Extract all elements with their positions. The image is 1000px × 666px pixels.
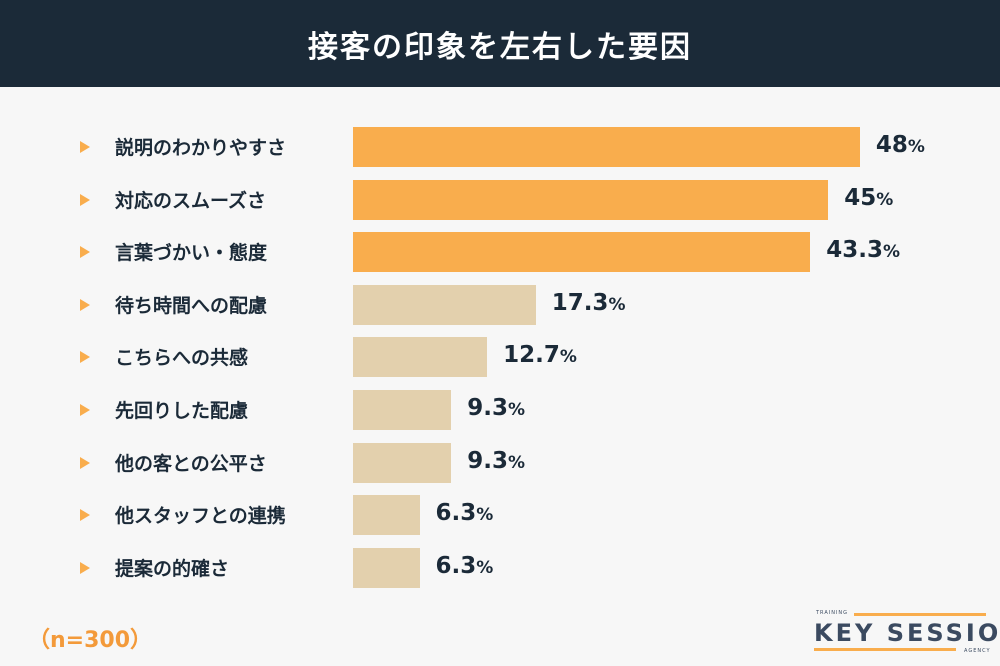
- logo-line-top: [854, 613, 986, 616]
- value-label: 9.3%: [467, 395, 525, 421]
- bar-row: 他の客との公平さ 9.3%: [0, 442, 1000, 483]
- value-label: 6.3%: [436, 500, 494, 526]
- value-unit: %: [559, 347, 577, 368]
- bar: [353, 232, 811, 273]
- bar-row: 先回りした配慮 9.3%: [0, 390, 1000, 430]
- value-number: 45: [844, 184, 877, 211]
- bar: [353, 179, 829, 220]
- value-unit: %: [907, 137, 925, 157]
- triangle-bullet-icon: [80, 193, 90, 206]
- bar: [353, 127, 860, 167]
- logo-training: TRAINING: [816, 610, 849, 616]
- bar-row: 対応のスムーズさ 45%: [0, 179, 1000, 220]
- bar: [353, 442, 452, 483]
- key-session-logo: TRAINING KEY SESSION AGENCY: [814, 610, 1000, 655]
- value-unit: %: [476, 505, 494, 526]
- value-unit: %: [476, 557, 494, 578]
- value-label: 48%: [876, 132, 925, 158]
- bar-row: 提案の的確さ 6.3%: [0, 547, 1000, 588]
- value-number: 9.3: [467, 447, 508, 474]
- bar-row: 言葉づかい・態度 43.3%: [0, 232, 1000, 273]
- bar-row: 他スタッフとの連携 6.3%: [0, 495, 1000, 536]
- value-label: 45%: [844, 185, 893, 211]
- category-label: 提案の的確さ: [115, 557, 230, 580]
- value-label: 17.3%: [552, 290, 626, 316]
- category-label: 他スタッフとの連携: [115, 505, 286, 528]
- logo-text: KEY SESSION: [814, 619, 1000, 647]
- triangle-bullet-icon: [80, 298, 90, 311]
- triangle-bullet-icon: [80, 509, 90, 522]
- bar: [353, 337, 488, 378]
- value-unit: %: [882, 242, 901, 263]
- bar: [353, 547, 420, 588]
- category-label: 先回りした配慮: [115, 400, 249, 422]
- logo-line-bottom: [814, 648, 956, 651]
- value-unit: %: [876, 189, 894, 210]
- bar-row: 説明のわかりやすさ 48%: [0, 127, 1000, 167]
- category-label: 言葉づかい・態度: [115, 242, 268, 265]
- value-label: 12.7%: [503, 342, 577, 368]
- triangle-bullet-icon: [80, 561, 90, 574]
- category-label: 待ち時間への配慮: [115, 294, 268, 317]
- bar: [353, 284, 536, 325]
- triangle-bullet-icon: [80, 404, 90, 416]
- value-label: 9.3%: [467, 448, 525, 474]
- triangle-bullet-icon: [80, 246, 90, 259]
- bar: [353, 495, 420, 536]
- value-label: 43.3%: [826, 237, 900, 263]
- value-number: 17.3: [551, 289, 609, 316]
- chart-title: 接客の印象を左右した要因: [308, 29, 692, 65]
- category-label: 対応のスムーズさ: [115, 189, 267, 212]
- value-number: 12.7: [503, 342, 560, 369]
- value-number: 6.3: [435, 500, 477, 527]
- category-label: 説明のわかりやすさ: [115, 137, 287, 159]
- category-label: こちらへの共感: [115, 347, 249, 370]
- bar-row: 待ち時間への配慮 17.3%: [0, 284, 1000, 325]
- value-number: 6.3: [435, 552, 477, 579]
- value-label: 6.3%: [436, 553, 494, 579]
- category-label: 他の客との公平さ: [115, 452, 267, 475]
- value-number: 43.3: [826, 237, 883, 264]
- title-bar: 接客の印象を左右した要因: [0, 0, 1000, 87]
- value-unit: %: [507, 400, 525, 420]
- value-unit: %: [608, 294, 626, 315]
- value-number: 48: [875, 132, 908, 158]
- value-number: 9.3: [467, 395, 508, 421]
- triangle-bullet-icon: [80, 456, 90, 469]
- bar: [353, 390, 452, 430]
- triangle-bullet-icon: [80, 141, 90, 153]
- value-unit: %: [507, 452, 525, 473]
- triangle-bullet-icon: [80, 351, 90, 364]
- sample-size: （n=300）: [28, 628, 153, 653]
- bar-row: こちらへの共感 12.7%: [0, 337, 1000, 378]
- logo-agency: AGENCY: [964, 648, 991, 654]
